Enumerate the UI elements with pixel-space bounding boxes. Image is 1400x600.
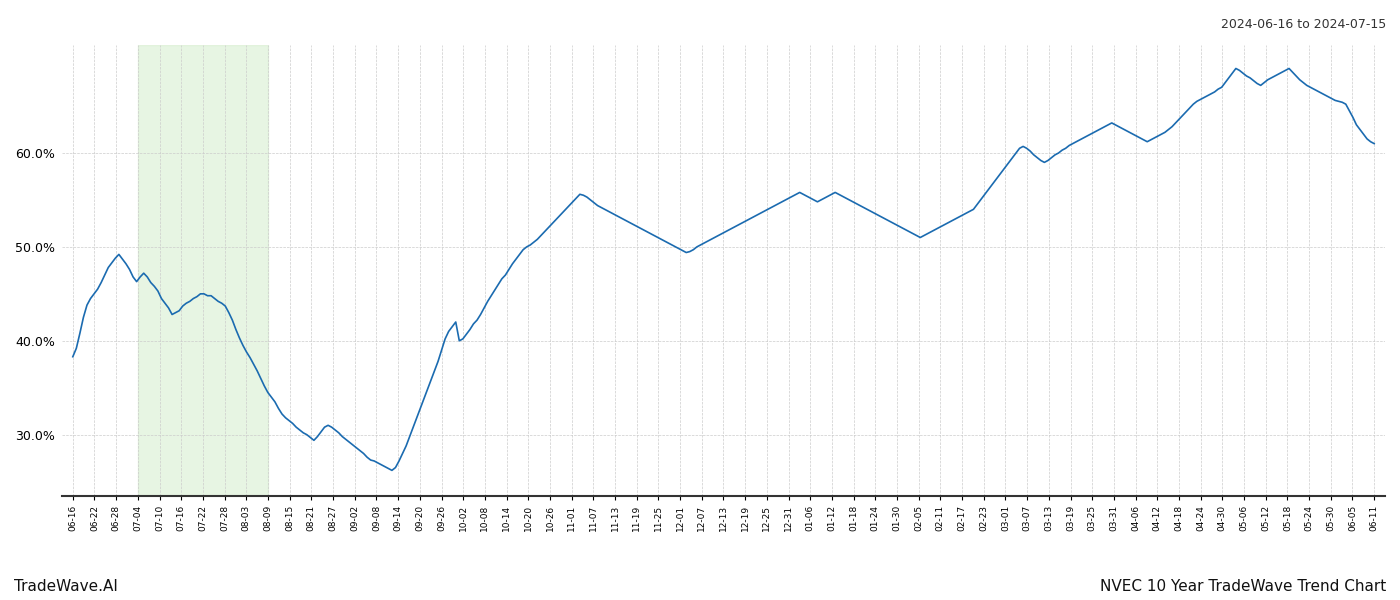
Bar xyxy=(137,45,267,496)
Text: NVEC 10 Year TradeWave Trend Chart: NVEC 10 Year TradeWave Trend Chart xyxy=(1100,579,1386,594)
Text: TradeWave.AI: TradeWave.AI xyxy=(14,579,118,594)
Text: 2024-06-16 to 2024-07-15: 2024-06-16 to 2024-07-15 xyxy=(1221,18,1386,31)
